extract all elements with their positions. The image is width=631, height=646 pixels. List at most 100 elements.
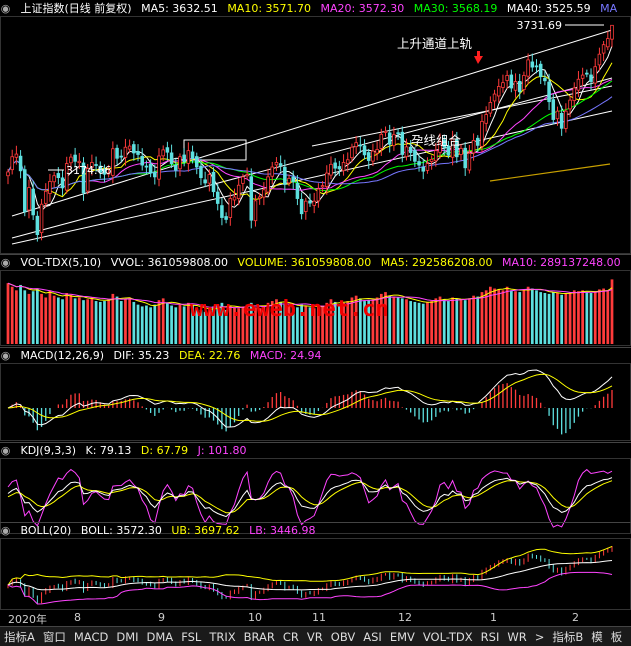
candle-body xyxy=(501,82,505,88)
tab-11[interactable]: ASI xyxy=(363,629,382,644)
volume-bar xyxy=(526,286,530,344)
candle-body xyxy=(589,74,593,82)
volume-bar xyxy=(367,300,371,344)
volume-bar xyxy=(77,297,81,344)
tab-6[interactable]: TRIX xyxy=(209,629,236,644)
volume-bar xyxy=(52,295,56,344)
candle-body xyxy=(207,174,212,184)
vvol-value: VVOL: 361059808.00 xyxy=(110,256,229,269)
time-axis-label: 8 xyxy=(74,611,81,624)
time-axis-label: 12 xyxy=(398,611,412,624)
volume-bar xyxy=(384,292,387,344)
kdj-indicator-name[interactable]: KDJ(9,3,3) xyxy=(20,444,77,457)
candle-body xyxy=(308,200,312,204)
volume-collapse-icon[interactable]: ◉ xyxy=(0,256,11,269)
candle-body xyxy=(383,130,388,133)
candle-body xyxy=(446,145,451,156)
volume-bar xyxy=(212,306,215,344)
volume-bar xyxy=(606,290,610,344)
tab-14[interactable]: RSI xyxy=(480,629,500,644)
channel-upper-annotation: 上升通道上轨 xyxy=(397,36,473,51)
tab-8[interactable]: CR xyxy=(282,629,299,644)
volume-bar xyxy=(405,299,408,344)
volume-ma5-line xyxy=(7,282,613,310)
tab-12[interactable]: EMV xyxy=(389,629,415,644)
time-axis-label: 1 xyxy=(490,611,497,624)
volume-bar xyxy=(593,291,597,344)
volume-bar xyxy=(564,293,568,344)
volume-bar xyxy=(560,294,564,344)
volume-bar xyxy=(98,301,102,344)
j-line xyxy=(7,468,613,528)
candle-body xyxy=(438,141,442,153)
dif-value: DIF: 35.23 xyxy=(113,349,170,362)
ma-more[interactable]: MA xyxy=(600,2,618,15)
volume-bar xyxy=(400,298,404,344)
volume-bar xyxy=(379,293,383,344)
candle-body xyxy=(291,176,295,182)
vol-indicator-name[interactable]: VOL-TDX(5,10) xyxy=(20,256,102,269)
candle-body xyxy=(333,162,337,169)
volume-bar xyxy=(149,307,152,344)
volume-bar xyxy=(27,293,31,344)
support-line xyxy=(11,110,613,245)
candle-body xyxy=(559,112,564,129)
volume-bar xyxy=(31,291,35,344)
candle-body xyxy=(404,146,409,158)
tab-10[interactable]: OBV xyxy=(330,629,356,644)
tab-17[interactable]: 指标B xyxy=(552,629,584,644)
tab-16[interactable]: > xyxy=(534,629,545,644)
tab-2[interactable]: MACD xyxy=(73,629,109,644)
candle-body xyxy=(60,177,65,189)
boll-indicator-name[interactable]: BOLL(20) xyxy=(20,524,72,537)
volume-bar xyxy=(186,302,190,344)
kdj-collapse-icon[interactable]: ◉ xyxy=(0,444,11,457)
candle-body xyxy=(199,165,203,179)
candle-body xyxy=(203,179,207,184)
macd-header: ◉ MACD(12,26,9) DIF: 35.23 DEA: 22.76 MA… xyxy=(0,348,631,363)
tab-0[interactable]: 指标A xyxy=(4,629,35,644)
tab-15[interactable]: WR xyxy=(507,629,527,644)
volume-bar xyxy=(111,293,115,344)
macd-indicator-name[interactable]: MACD(12,26,9) xyxy=(20,349,105,362)
volume-bar xyxy=(262,306,266,344)
channel-upper-line xyxy=(11,29,613,217)
volume-bar xyxy=(610,279,614,344)
pane-separator xyxy=(0,442,631,443)
macd-collapse-icon[interactable]: ◉ xyxy=(0,349,11,362)
volume-bar xyxy=(375,297,379,344)
volume-bar xyxy=(317,306,320,344)
candle-body xyxy=(111,148,115,176)
volume-bar xyxy=(413,301,417,344)
candle-body xyxy=(270,166,275,177)
candle-body xyxy=(442,139,446,148)
volume-bar xyxy=(136,304,140,344)
boll-collapse-icon[interactable]: ◉ xyxy=(0,524,11,537)
tab-13[interactable]: VOL-TDX xyxy=(422,629,473,644)
candle-body xyxy=(174,165,178,171)
candle-body xyxy=(157,155,161,180)
collapse-icon[interactable]: ◉ xyxy=(0,2,11,15)
volume-bar xyxy=(170,305,173,344)
tab-1[interactable]: 窗口 xyxy=(42,629,66,644)
candle-body xyxy=(325,172,329,187)
volume-bar xyxy=(329,299,333,344)
candle-body xyxy=(39,203,44,234)
volume-bar xyxy=(61,299,64,344)
candle-body xyxy=(148,163,153,174)
time-axis-label: 10 xyxy=(248,611,262,624)
volume-bar xyxy=(258,308,262,344)
tab-3[interactable]: DMI xyxy=(116,629,139,644)
candle-body xyxy=(471,140,476,154)
tab-19[interactable]: 板 xyxy=(610,629,623,644)
ma40-line xyxy=(7,96,613,191)
volume-bar xyxy=(509,290,513,344)
tab-5[interactable]: FSL xyxy=(181,629,202,644)
tab-4[interactable]: DMA xyxy=(146,629,174,644)
tab-18[interactable]: 模 xyxy=(591,629,603,644)
tab-7[interactable]: BRAR xyxy=(243,629,275,644)
tab-9[interactable]: VR xyxy=(306,629,323,644)
candle-body xyxy=(492,93,497,102)
candle-body xyxy=(73,154,77,162)
volume-bar xyxy=(468,298,471,344)
